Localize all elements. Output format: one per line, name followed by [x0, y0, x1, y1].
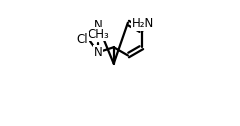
- Text: CH₃: CH₃: [87, 27, 109, 41]
- Text: N: N: [94, 46, 102, 59]
- Text: N: N: [94, 19, 102, 32]
- Text: Cl: Cl: [76, 33, 88, 46]
- Text: H₂N: H₂N: [132, 17, 154, 30]
